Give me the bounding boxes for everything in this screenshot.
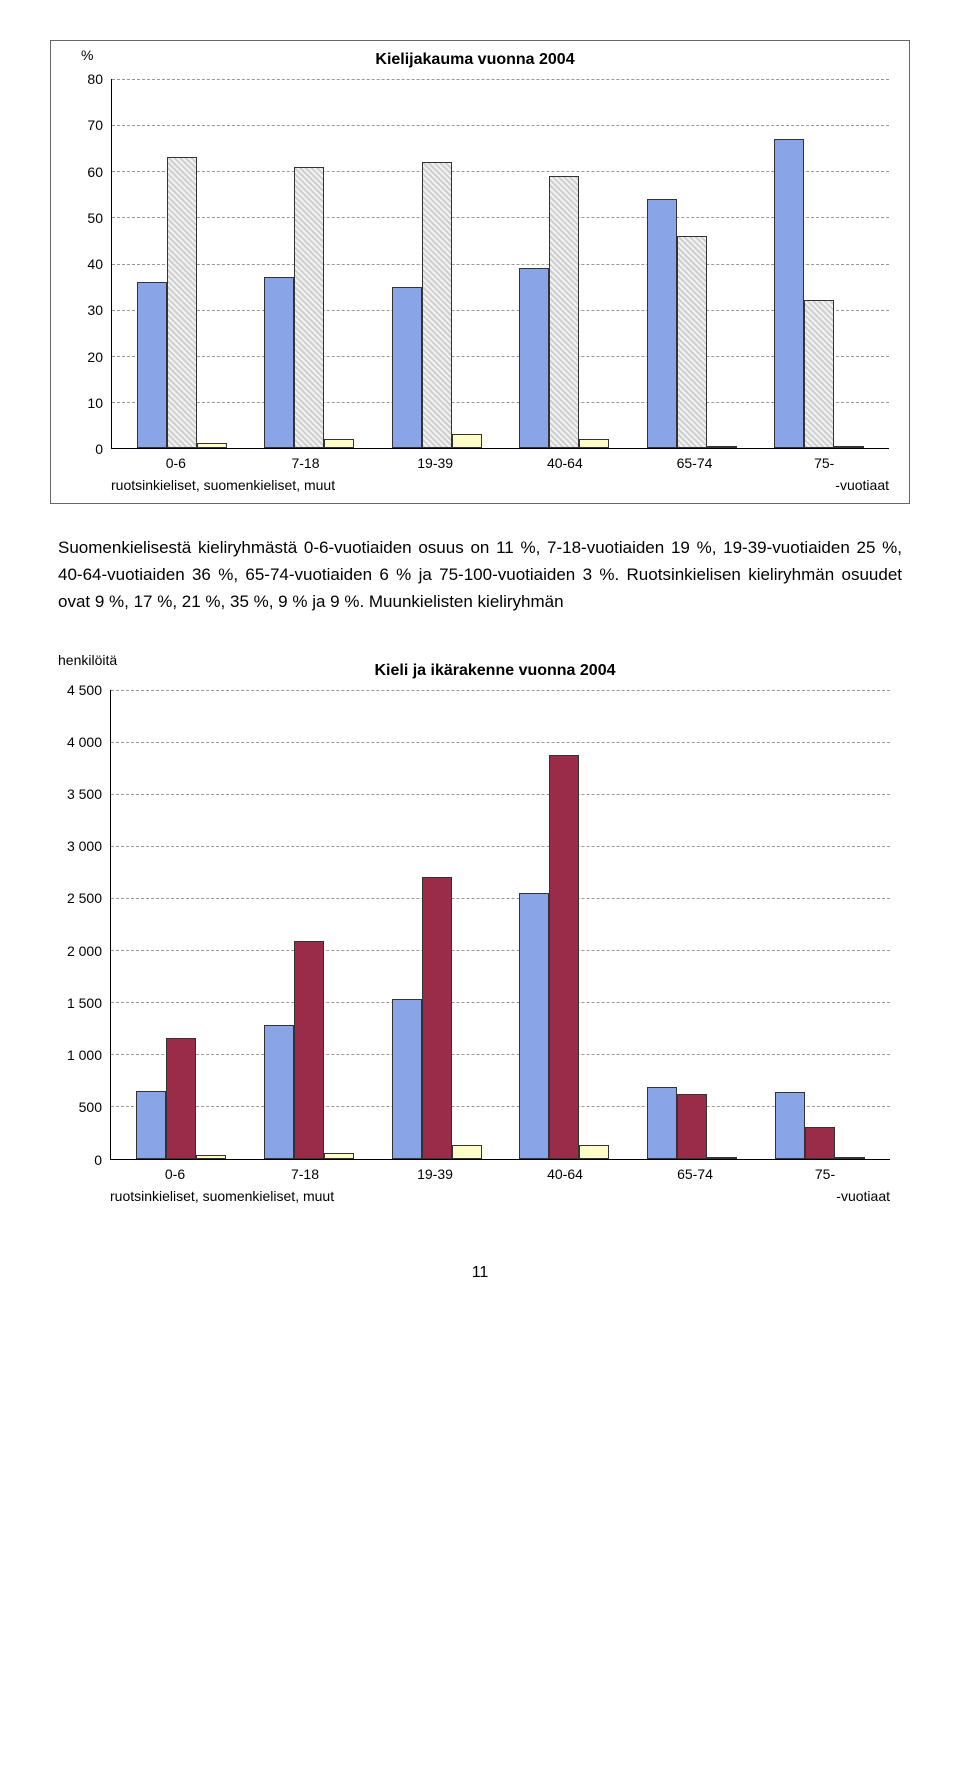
x-tick-label: 65-74 — [630, 1166, 760, 1182]
chart-1-area: 80706050403020100 — [61, 79, 889, 449]
chart-2-frame: henkilöitä Kieli ja ikärakenne vuonna 20… — [50, 652, 910, 1214]
chart-1-legend-left: ruotsinkieliset, suomenkieliset, muut — [111, 477, 335, 493]
x-tick-label: 0-6 — [111, 455, 241, 471]
x-tick-label: 19-39 — [370, 455, 500, 471]
chart-1-title: Kielijakauma vuonna 2004 — [61, 51, 889, 69]
chart-1-plot — [111, 79, 889, 449]
bar-group — [117, 690, 245, 1159]
bar — [519, 893, 549, 1159]
bar — [167, 157, 197, 448]
bar — [422, 877, 452, 1158]
bar-group — [756, 690, 884, 1159]
chart-1-frame: % Kielijakauma vuonna 2004 8070605040302… — [50, 40, 910, 504]
bar — [549, 176, 579, 448]
chart-2-x-axis: 0-67-1819-3940-6465-7475- — [110, 1160, 890, 1182]
chart-1-legend: ruotsinkieliset, suomenkieliset, muut -v… — [111, 471, 889, 493]
chart-1-y-axis: 80706050403020100 — [61, 79, 111, 449]
bar — [264, 277, 294, 448]
chart-2-title: Kieli ja ikärakenne vuonna 2004 — [100, 662, 890, 680]
x-tick-label: 0-6 — [110, 1166, 240, 1182]
chart-1-x-axis: 0-67-1819-3940-6465-7475- — [111, 449, 889, 471]
chart-2-legend: ruotsinkieliset, suomenkieliset, muut -v… — [110, 1182, 890, 1204]
page-number: 11 — [50, 1264, 910, 1282]
bar-group — [373, 79, 501, 448]
bar — [647, 1087, 677, 1159]
bar — [324, 439, 354, 448]
bar — [804, 300, 834, 448]
chart-1-legend-right: -vuotiaat — [835, 477, 889, 493]
bar-group — [628, 690, 756, 1159]
x-tick-label: 40-64 — [500, 455, 630, 471]
x-tick-label: 75- — [760, 1166, 890, 1182]
bar — [774, 139, 804, 448]
bar — [264, 1025, 294, 1158]
bar — [775, 1092, 805, 1159]
chart-2-legend-right: -vuotiaat — [836, 1188, 890, 1204]
chart-2-area: 4 5004 0003 5003 0002 5002 0001 5001 000… — [60, 690, 890, 1160]
bar — [519, 268, 549, 448]
bar — [196, 1155, 226, 1158]
bar — [137, 282, 167, 448]
x-tick-label: 7-18 — [240, 1166, 370, 1182]
chart-1-y-axis-unit: % — [81, 47, 93, 63]
bar — [166, 1038, 196, 1159]
bar — [647, 199, 677, 448]
x-tick-label: 65-74 — [630, 455, 760, 471]
bar — [452, 1145, 482, 1159]
bar — [422, 162, 452, 448]
bar-group — [118, 79, 246, 448]
bar — [834, 446, 864, 448]
bar — [677, 1094, 707, 1159]
bar — [294, 167, 324, 448]
bar — [452, 434, 482, 448]
bar — [294, 941, 324, 1159]
bar-group — [501, 79, 629, 448]
bar — [324, 1153, 354, 1158]
x-tick-label: 75- — [759, 455, 889, 471]
body-text: Suomenkielisestä kieliryhmästä 0-6-vuoti… — [58, 534, 902, 616]
bar-group — [756, 79, 884, 448]
bar-group — [500, 690, 628, 1159]
chart-2-y-axis: 4 5004 0003 5003 0002 5002 0001 5001 000… — [60, 690, 110, 1160]
chart-2-legend-left: ruotsinkieliset, suomenkieliset, muut — [110, 1188, 334, 1204]
bar — [579, 1145, 609, 1159]
bar-group — [628, 79, 756, 448]
bar — [392, 999, 422, 1158]
bar-group — [245, 690, 373, 1159]
chart-2-bars — [111, 690, 890, 1159]
bar — [805, 1127, 835, 1158]
bar — [579, 439, 609, 448]
chart-1-bars — [112, 79, 889, 448]
chart-2-y-axis-unit: henkilöitä — [58, 652, 117, 668]
bar — [835, 1157, 865, 1159]
bar — [677, 236, 707, 448]
bar — [707, 446, 737, 448]
bar — [392, 287, 422, 448]
x-tick-label: 19-39 — [370, 1166, 500, 1182]
x-tick-label: 40-64 — [500, 1166, 630, 1182]
bar — [707, 1157, 737, 1159]
x-tick-label: 7-18 — [241, 455, 371, 471]
bar — [136, 1091, 166, 1159]
bar — [549, 755, 579, 1158]
bar — [197, 443, 227, 448]
bar-group — [373, 690, 501, 1159]
bar-group — [246, 79, 374, 448]
chart-2-plot — [110, 690, 890, 1160]
